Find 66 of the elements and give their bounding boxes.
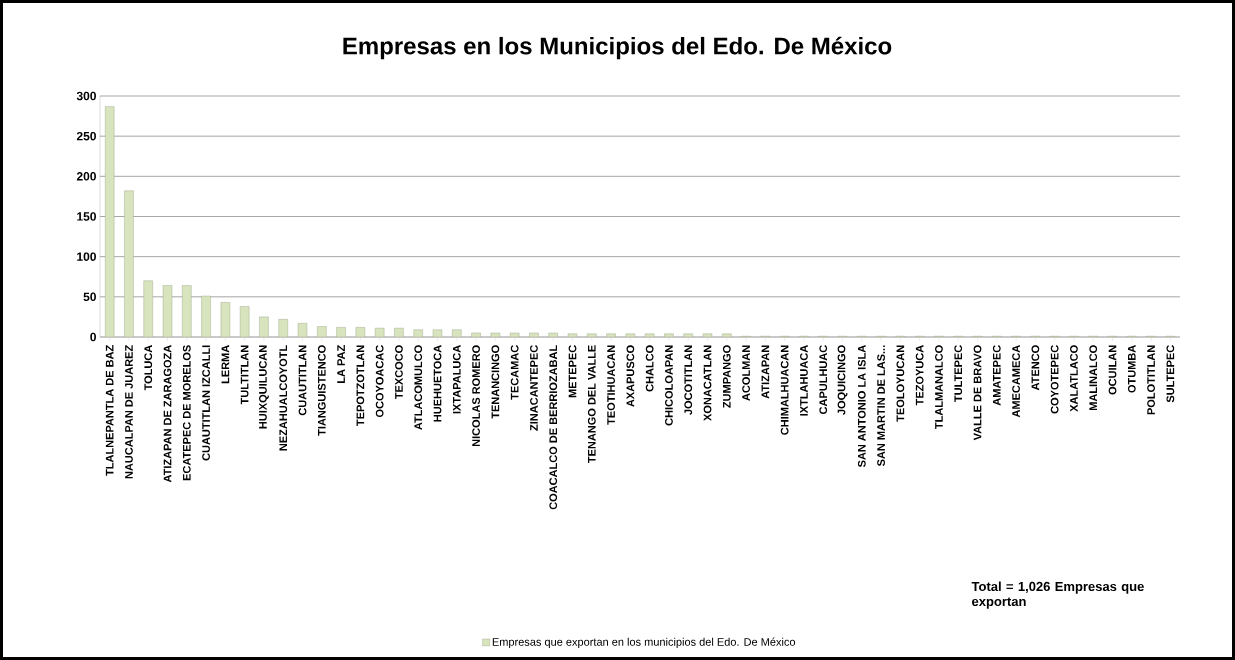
x-tick-label: IXTLAHUACA bbox=[800, 345, 808, 416]
x-tick-label: TEPOTZOTLAN bbox=[356, 345, 365, 426]
x-tick-label: HUEHUETOCA bbox=[433, 345, 442, 422]
x-tick-label: ATENCO bbox=[1031, 345, 1040, 391]
x-tick-label: AMECAMECA bbox=[1012, 345, 1020, 418]
x-tick-label: CAPULHUAC bbox=[819, 345, 828, 414]
x-tick-label: TEOTIHUACAN bbox=[607, 345, 615, 425]
x-tick-label: TENANGO DEL VALLE bbox=[587, 345, 596, 464]
x-tick-label: CHICOLOAPAN bbox=[665, 345, 673, 426]
x-tick-label: TULTITLAN bbox=[240, 345, 249, 405]
x-tick-label: TIANGUISTENCO bbox=[317, 345, 326, 436]
x-tick-label: LA PAZ bbox=[337, 345, 345, 383]
x-tick-label: MALINALCO bbox=[1089, 345, 1098, 411]
legend-label: Empresas que exportan en los municipios del Edo. De México bbox=[492, 637, 796, 648]
x-tick-label: TEZOYUCA bbox=[915, 345, 924, 406]
x-tick-label: JOQUICINGO bbox=[837, 345, 848, 415]
x-tick-label: TLALMANALCO bbox=[935, 345, 943, 429]
x-tick-label: CUAUTITLAN bbox=[298, 345, 307, 416]
y-tick-label: 250 bbox=[76, 131, 96, 141]
x-tick-label: COACALCO DE BERRIOZABAL bbox=[549, 345, 558, 510]
y-tick-label: 300 bbox=[76, 91, 96, 101]
y-tick-label: 50 bbox=[83, 292, 96, 302]
x-tick-label: OTUMBA bbox=[1127, 345, 1136, 393]
x-tick-label: XONACATLAN bbox=[703, 345, 712, 421]
x-tick-label: XALATLACO bbox=[1070, 345, 1078, 412]
x-tick-label: ZINACANTEPEC bbox=[530, 345, 538, 431]
x-tick-label: CHALCO bbox=[645, 345, 654, 392]
x-tick-label: CHIMALHUACAN bbox=[780, 345, 789, 435]
x-tick-label: TECAMAC bbox=[510, 345, 519, 400]
x-tick-label: ECATEPEC DE MORELOS bbox=[182, 345, 191, 481]
y-tick-label: 150 bbox=[77, 212, 96, 221]
x-tick-label: ACOLMAN bbox=[742, 345, 750, 401]
x-tick-label: CUAUTITLAN IZCALLI bbox=[202, 345, 210, 461]
x-tick-label: OCOYOACAC bbox=[375, 345, 384, 418]
x-tick-label: SAN MARTIN DE LAS... bbox=[877, 345, 885, 467]
x-tick-label: SAN ANTONIO LA ISLA bbox=[857, 345, 866, 468]
x-tick-label: NAUCALPAN DE JUAREZ bbox=[125, 345, 133, 479]
y-tick-label: 0 bbox=[90, 332, 96, 342]
x-tick-label: TEOLOYUCAN bbox=[896, 345, 905, 422]
x-tick-label: METEPEC bbox=[568, 345, 577, 398]
x-tick-label: TULTEPEC bbox=[954, 345, 963, 402]
x-tick-label: VALLE DE BRAVO bbox=[973, 345, 982, 441]
x-tick-label: JOCOTITLAN bbox=[684, 345, 693, 415]
x-tick-label: SULTEPEC bbox=[1166, 345, 1175, 403]
x-tick-label: LERMA bbox=[221, 345, 230, 384]
x-tick-label: OCUILAN bbox=[1108, 345, 1117, 395]
x-tick-label: HUIXQUILUCAN bbox=[259, 345, 269, 429]
x-tick-label: COYOTEPEC bbox=[1050, 345, 1059, 414]
x-tick-label: AMATEPEC bbox=[992, 345, 1001, 406]
x-tick-label: ZUMPANGO bbox=[722, 345, 731, 408]
x-tick-label: TENANCINGO bbox=[491, 345, 500, 419]
text: Total = 1,026 Empresas que exportan bbox=[971, 581, 1144, 609]
x-tick-label: TLALNEPANTLA DE BAZ bbox=[105, 345, 114, 476]
x-tick-label: NEZAHUALCOYOTL bbox=[279, 345, 288, 451]
x-tick-label: TEXCOCO bbox=[395, 345, 403, 400]
x-tick-label: NICOLAS ROMERO bbox=[472, 345, 480, 447]
y-tick-label: 100 bbox=[77, 252, 96, 261]
x-tick-label: TOLUCA bbox=[144, 345, 153, 391]
x-tick-label: ATLACOMULCO bbox=[414, 345, 423, 430]
y-tick-label: 200 bbox=[76, 172, 96, 181]
x-tick-label: POLOTITLAN bbox=[1147, 345, 1155, 415]
x-tick-label: ATIZAPAN bbox=[761, 345, 770, 399]
x-tick-label: ATIZAPAN DE ZARAGOZA bbox=[163, 345, 172, 483]
chart-title: Empresas en los Municipios del Edo. De México bbox=[343, 36, 892, 60]
x-tick-label: IXTAPALUCA bbox=[452, 345, 461, 414]
x-tick-label: AXAPUSCO bbox=[626, 345, 635, 407]
